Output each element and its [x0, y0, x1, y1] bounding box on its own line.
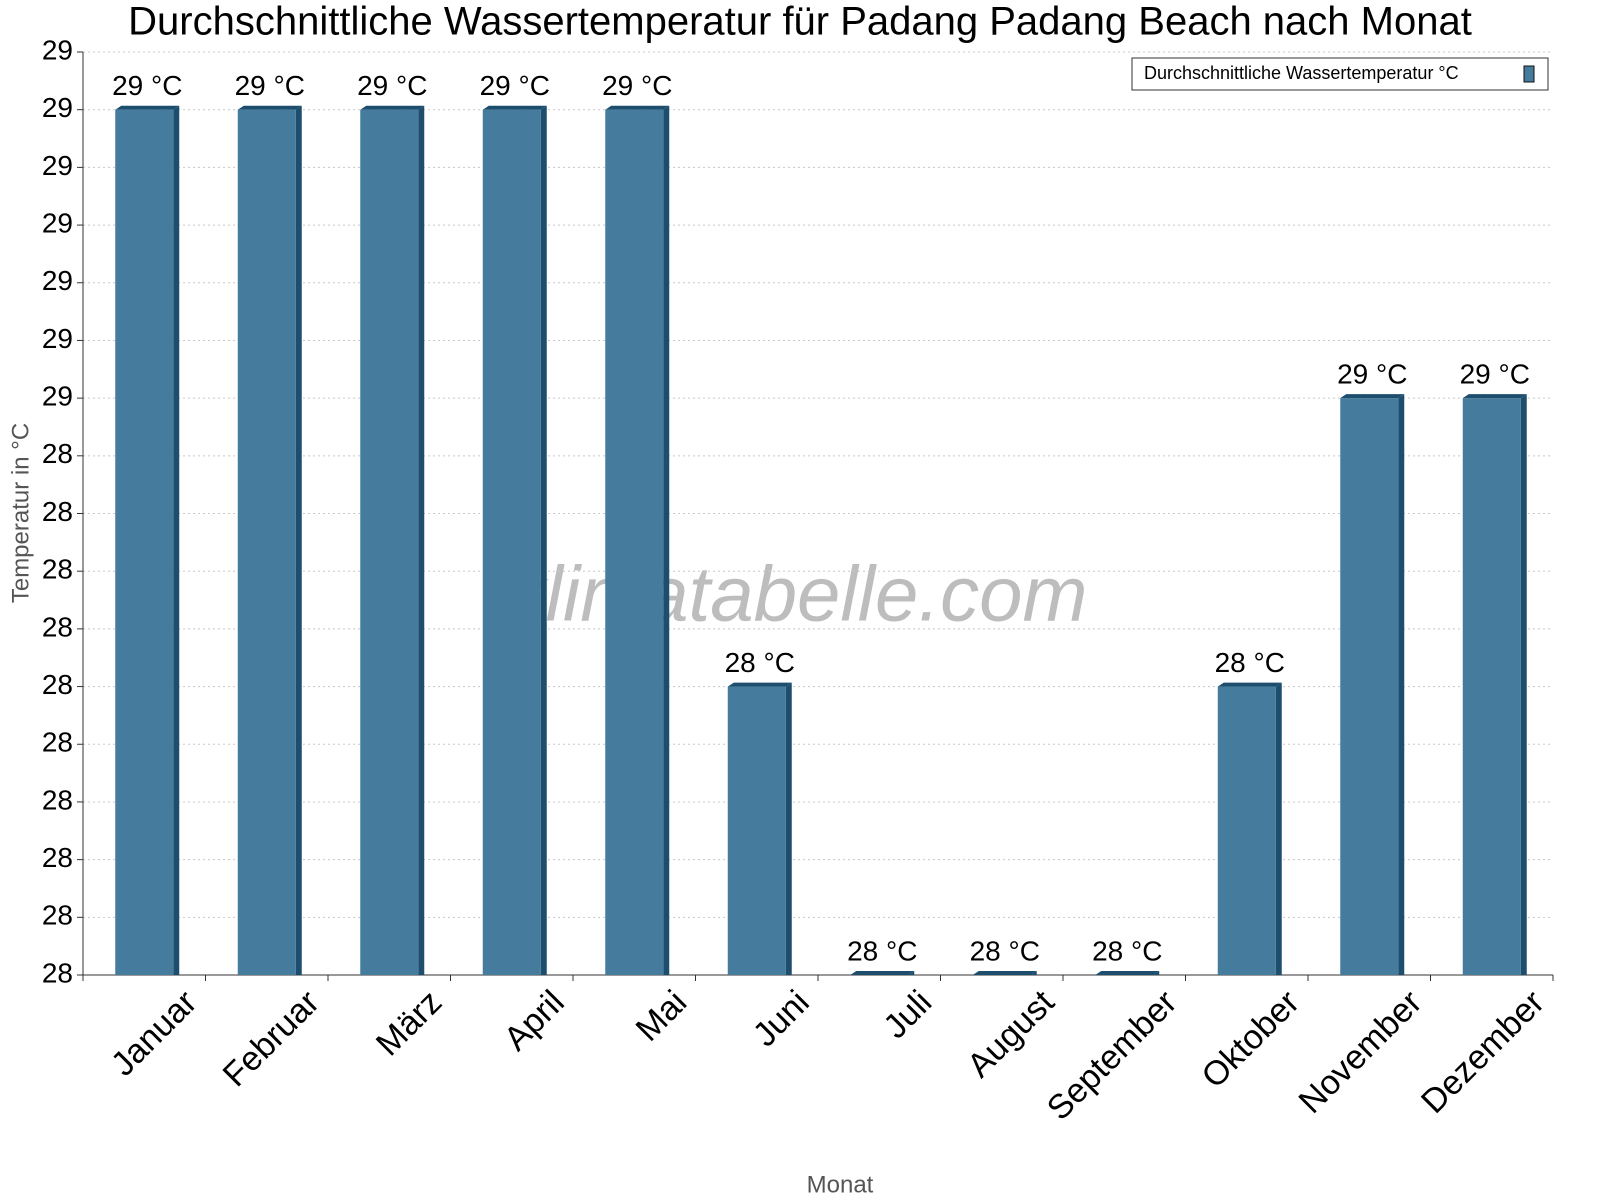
x-tick-label: August: [960, 983, 1062, 1085]
y-axis-title: Temperatur in °C: [7, 423, 34, 603]
y-tick-label: 28: [42, 727, 73, 758]
y-tick-label: 28: [42, 842, 73, 873]
y-tick-label: 29: [42, 34, 73, 65]
y-tick-label: 29: [42, 323, 73, 354]
bar-side: [663, 105, 670, 975]
y-tick-label: 28: [42, 900, 73, 931]
bar: [1340, 398, 1399, 975]
bar-side: [295, 105, 302, 975]
bar-top: [605, 105, 670, 110]
legend-box: [1131, 57, 1549, 91]
y-tick-label: 29: [42, 265, 73, 296]
value-label: 29 °C: [112, 70, 182, 101]
value-label: 29 °C: [235, 70, 305, 101]
value-label: 29 °C: [1460, 359, 1530, 390]
x-tick-label: Juli: [876, 983, 939, 1046]
y-tick-label: 28: [42, 554, 73, 585]
x-tick-label: März: [369, 983, 449, 1063]
y-tick-label: 29: [42, 92, 73, 123]
bar-side: [1520, 394, 1527, 975]
chart-title: Durchschnittliche Wassertemperatur für P…: [128, 0, 1472, 44]
y-tick-label: 29: [42, 381, 73, 412]
y-tick-label: 28: [42, 957, 73, 988]
x-tick-label: Juni: [746, 983, 817, 1054]
x-tick-label: Februar: [216, 983, 327, 1094]
bar: [360, 109, 419, 975]
bar: [1217, 686, 1276, 975]
x-tick-label: Dezember: [1414, 983, 1552, 1121]
x-tick-label: November: [1291, 983, 1429, 1121]
y-tick-label: 28: [42, 611, 73, 642]
x-tick-label: September: [1040, 983, 1184, 1127]
bar-top: [1462, 394, 1527, 399]
value-label: 29 °C: [357, 70, 427, 101]
bar-top: [1217, 682, 1282, 687]
x-tick-label: April: [497, 983, 572, 1058]
value-label: 29 °C: [602, 70, 672, 101]
bar-top: [360, 105, 425, 110]
legend-swatch: [1523, 65, 1535, 83]
bar: [115, 109, 174, 975]
value-label: 28 °C: [970, 935, 1040, 966]
watermark: klimatabelle.com: [507, 550, 1088, 638]
value-label: 29 °C: [480, 70, 550, 101]
y-tick-label: 29: [42, 150, 73, 181]
y-tick-label: 28: [42, 438, 73, 469]
value-label: 28 °C: [725, 647, 795, 678]
bar: [727, 686, 786, 975]
bar-side: [1398, 394, 1405, 975]
x-tick-label: Mai: [629, 983, 695, 1049]
bar-top: [972, 971, 1037, 975]
bar-top: [850, 971, 915, 975]
y-tick-label: 28: [42, 496, 73, 527]
value-label: 29 °C: [1337, 359, 1407, 390]
value-label: 28 °C: [847, 935, 917, 966]
bar-top: [1340, 394, 1405, 399]
bar-side: [785, 682, 792, 975]
bar: [1462, 398, 1521, 975]
bar: [605, 109, 664, 975]
bar: [482, 109, 541, 975]
y-tick-label: 29: [42, 207, 73, 238]
bar-top: [115, 105, 180, 110]
bar-side: [418, 105, 425, 975]
bar-top: [482, 105, 547, 110]
y-tick-label: 28: [42, 669, 73, 700]
bar-side: [1275, 682, 1282, 975]
x-tick-label: Oktober: [1194, 983, 1306, 1095]
bar: [237, 109, 296, 975]
legend-label: Durchschnittliche Wassertemperatur °C: [1144, 63, 1459, 83]
x-tick-label: Januar: [104, 983, 204, 1083]
value-label: 28 °C: [1215, 647, 1285, 678]
bar-side: [173, 105, 180, 975]
y-tick-label: 28: [42, 784, 73, 815]
bar-top: [1095, 971, 1160, 975]
x-axis-title: Monat: [807, 1171, 874, 1198]
value-label: 28 °C: [1092, 935, 1162, 966]
bar-top: [237, 105, 302, 110]
bar-top: [727, 682, 792, 687]
bar-side: [540, 105, 547, 975]
